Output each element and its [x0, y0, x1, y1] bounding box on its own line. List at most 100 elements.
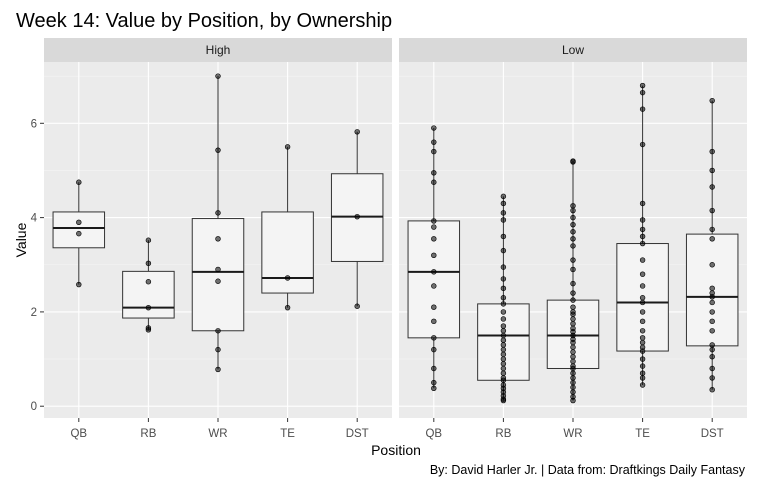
x-tick-label: DST	[701, 428, 724, 440]
data-point	[709, 97, 715, 104]
data-point	[215, 73, 221, 79]
data-point	[570, 214, 576, 221]
data-point	[215, 346, 221, 353]
data-point	[709, 387, 715, 393]
data-point	[709, 375, 715, 381]
data-point	[570, 384, 576, 391]
data-point	[76, 281, 82, 288]
data-point	[570, 379, 576, 386]
data-point	[500, 285, 507, 292]
box-iqr	[52, 211, 106, 249]
data-point	[500, 309, 507, 315]
data-point	[145, 260, 152, 267]
data-point	[709, 354, 715, 360]
data-point	[500, 351, 507, 358]
y-axis-title: Value	[13, 222, 29, 257]
data-point	[145, 304, 152, 311]
data-point	[639, 257, 646, 263]
data-point	[500, 200, 507, 207]
data-point	[284, 304, 291, 311]
data-point	[431, 218, 437, 224]
data-point	[500, 323, 507, 329]
data-point	[570, 297, 576, 303]
y-tick-label: 0	[31, 401, 37, 413]
data-point	[145, 327, 152, 333]
data-point	[570, 358, 576, 365]
data-point	[639, 295, 646, 301]
data-point	[639, 318, 646, 325]
data-point	[570, 349, 576, 355]
data-point	[215, 266, 221, 273]
data-point	[570, 236, 576, 242]
data-point	[76, 179, 82, 185]
data-point	[354, 129, 360, 135]
data-point	[639, 200, 646, 207]
data-point	[284, 275, 291, 281]
data-point	[639, 106, 646, 112]
data-point	[570, 370, 576, 376]
data-point	[500, 328, 507, 334]
data-point	[431, 385, 437, 391]
data-point	[354, 303, 360, 309]
data-point	[639, 82, 646, 89]
data-point	[431, 318, 437, 325]
data-point	[639, 271, 646, 277]
data-point	[709, 236, 715, 242]
data-point	[639, 309, 646, 315]
data-point	[431, 304, 437, 310]
data-point	[500, 332, 507, 339]
data-point	[639, 356, 646, 362]
box-iqr	[122, 270, 175, 319]
data-point	[570, 354, 576, 360]
data-point	[570, 203, 576, 209]
y-axis: 0 2 4 6	[31, 118, 44, 413]
data-point	[570, 243, 576, 249]
data-point	[500, 377, 507, 383]
data-point	[639, 233, 646, 240]
facet-strip	[44, 38, 392, 62]
data-point	[500, 356, 507, 362]
data-point	[570, 397, 576, 404]
facet-strip-label: High	[206, 43, 231, 57]
data-point	[500, 193, 507, 200]
data-point	[431, 283, 437, 289]
data-point	[215, 278, 221, 284]
data-point	[570, 266, 576, 273]
data-point	[500, 361, 507, 367]
data-point	[500, 247, 507, 254]
data-point	[431, 379, 437, 386]
data-point	[639, 339, 646, 346]
data-point	[709, 299, 715, 306]
data-point	[500, 233, 507, 240]
data-point	[570, 229, 576, 235]
data-point	[570, 365, 576, 372]
data-point	[709, 342, 715, 348]
data-point	[500, 342, 507, 348]
data-point	[570, 280, 576, 287]
y-tick-label: 2	[31, 307, 37, 319]
data-point	[709, 207, 715, 214]
data-point	[639, 370, 646, 376]
data-point	[639, 240, 646, 247]
data-point	[639, 141, 646, 148]
data-point	[500, 397, 507, 404]
data-point	[570, 344, 576, 350]
x-tick-label: RB	[140, 428, 156, 440]
x-tick-label: TE	[280, 428, 295, 440]
data-point	[639, 299, 646, 306]
y-tick-label: 4	[31, 213, 38, 225]
data-point	[431, 365, 437, 372]
data-point	[570, 311, 576, 317]
data-point	[500, 301, 507, 307]
facet-panels: High QB RB WR TE DST Low QB RB WR TE DST	[44, 38, 747, 440]
facet-panel-low: Low QB RB WR TE DST	[399, 38, 747, 440]
data-point	[709, 318, 715, 325]
data-point	[709, 167, 715, 174]
data-point	[709, 294, 715, 300]
data-point	[570, 159, 576, 165]
data-point	[709, 365, 715, 372]
data-point	[76, 230, 82, 237]
data-point	[500, 337, 507, 343]
data-point	[500, 264, 507, 270]
